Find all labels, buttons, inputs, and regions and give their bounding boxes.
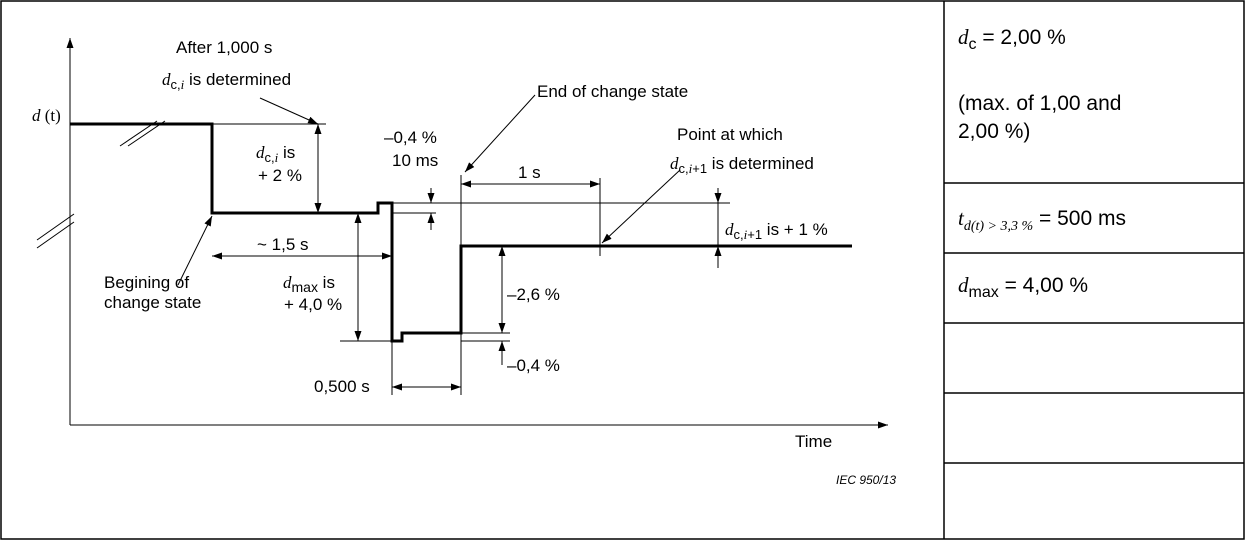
annotation-minus04-top: –0,4 % [384,128,437,147]
axis-break-marks [36,120,166,249]
leader-lines [177,94,681,286]
annotation-minus26: –2,6 % [507,285,560,304]
side-table: dc = 2,00 % (max. of 1,00 and 2,00 %) td… [958,25,1126,301]
annotation-dci-is: dc,i is [256,143,295,165]
annotation-minus04-bottom: –0,4 % [507,356,560,375]
dc-note-line-2: 2,00 %) [958,120,1030,143]
dmax-value: dmax = 4,00 % [958,273,1088,301]
annotation-1s: 1 s [518,163,541,182]
y-axis-label: d (t) [32,106,61,125]
reference-lines [212,123,730,395]
annotation-10ms: 10 ms [392,151,438,170]
annotation-0500s: 0,500 s [314,377,370,396]
annotation-dci-determined: dc,i is determined [162,70,291,92]
figure-reference: IEC 950/13 [836,473,896,487]
dc-value: dc = 2,00 % [958,25,1066,53]
annotation-end-change: End of change state [537,82,688,101]
dimension-arrows [212,124,722,391]
annotation-dci-value: + 2 % [258,166,302,185]
annotation-dmax-is: dmax is [283,273,335,295]
annotation-dmax-value: + 4,0 % [284,295,342,314]
dc-note-line-1: (max. of 1,00 and [958,92,1121,115]
annotation-15s: ~ 1,5 s [257,235,309,254]
t-threshold-value: td(t) > 3,3 % = 500 ms [958,206,1126,234]
x-axis-label: Time [795,432,832,451]
annotation-dci1-is: dc,i+1 is + 1 % [725,220,828,242]
annotation-begin-2: change state [104,293,201,312]
annotation-dci1-determined: dc,i+1 is determined [670,154,814,176]
annotation-begin-1: Begining of [104,273,189,292]
annotation-point-at: Point at which [677,125,783,144]
annotation-after: After 1,000 s [176,38,272,57]
